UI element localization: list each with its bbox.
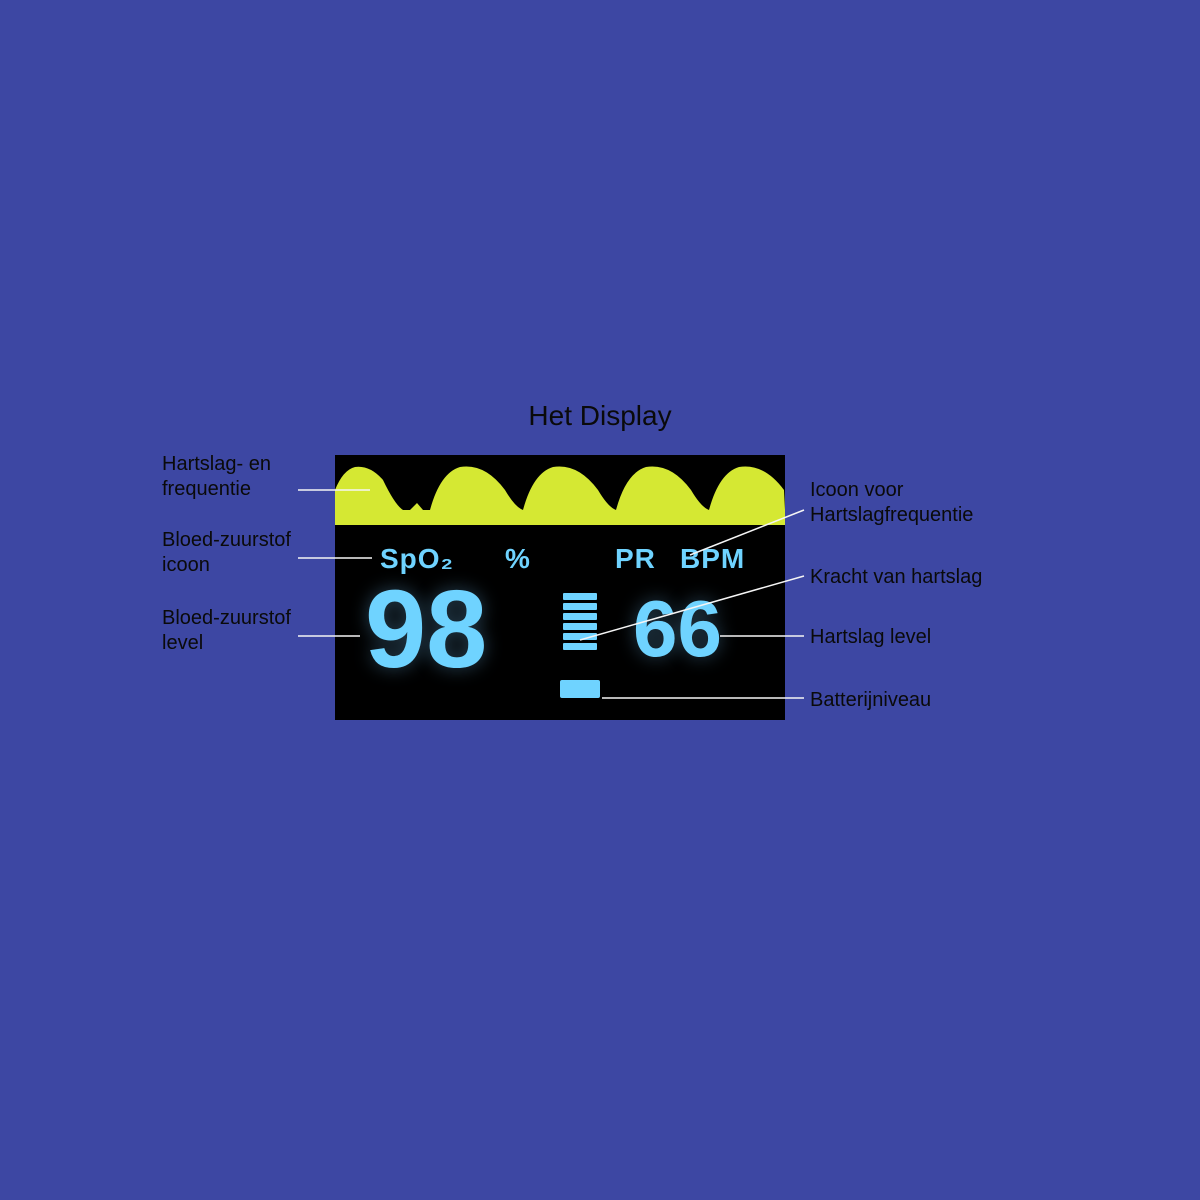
waveform-area bbox=[335, 455, 785, 525]
percent-label: % bbox=[505, 543, 531, 575]
pr-value: 66 bbox=[633, 593, 722, 665]
battery-icon bbox=[560, 680, 600, 698]
callout-r1: Icoon voor Hartslagfrequentie bbox=[810, 478, 973, 528]
pr-label: PR bbox=[615, 543, 656, 575]
diagram-title: Het Display bbox=[0, 400, 1200, 432]
callout-r4: Batterijniveau bbox=[810, 688, 931, 713]
callout-r3: Hartslag level bbox=[810, 625, 931, 650]
bpm-label: BPM bbox=[680, 543, 745, 575]
callout-l2: Bloed-zuurstof icoon bbox=[162, 528, 291, 578]
callout-r2: Kracht van hartslag bbox=[810, 565, 982, 590]
callout-l1: Hartslag- en frequentie bbox=[162, 452, 271, 502]
spo2-value: 98 bbox=[365, 580, 487, 679]
pulse-waveform-icon bbox=[335, 455, 785, 525]
pulse-strength-icon bbox=[563, 593, 597, 650]
callout-l3: Bloed-zuurstof level bbox=[162, 606, 291, 656]
oximeter-display: SpO₂ % PR BPM 98 66 bbox=[335, 455, 785, 720]
